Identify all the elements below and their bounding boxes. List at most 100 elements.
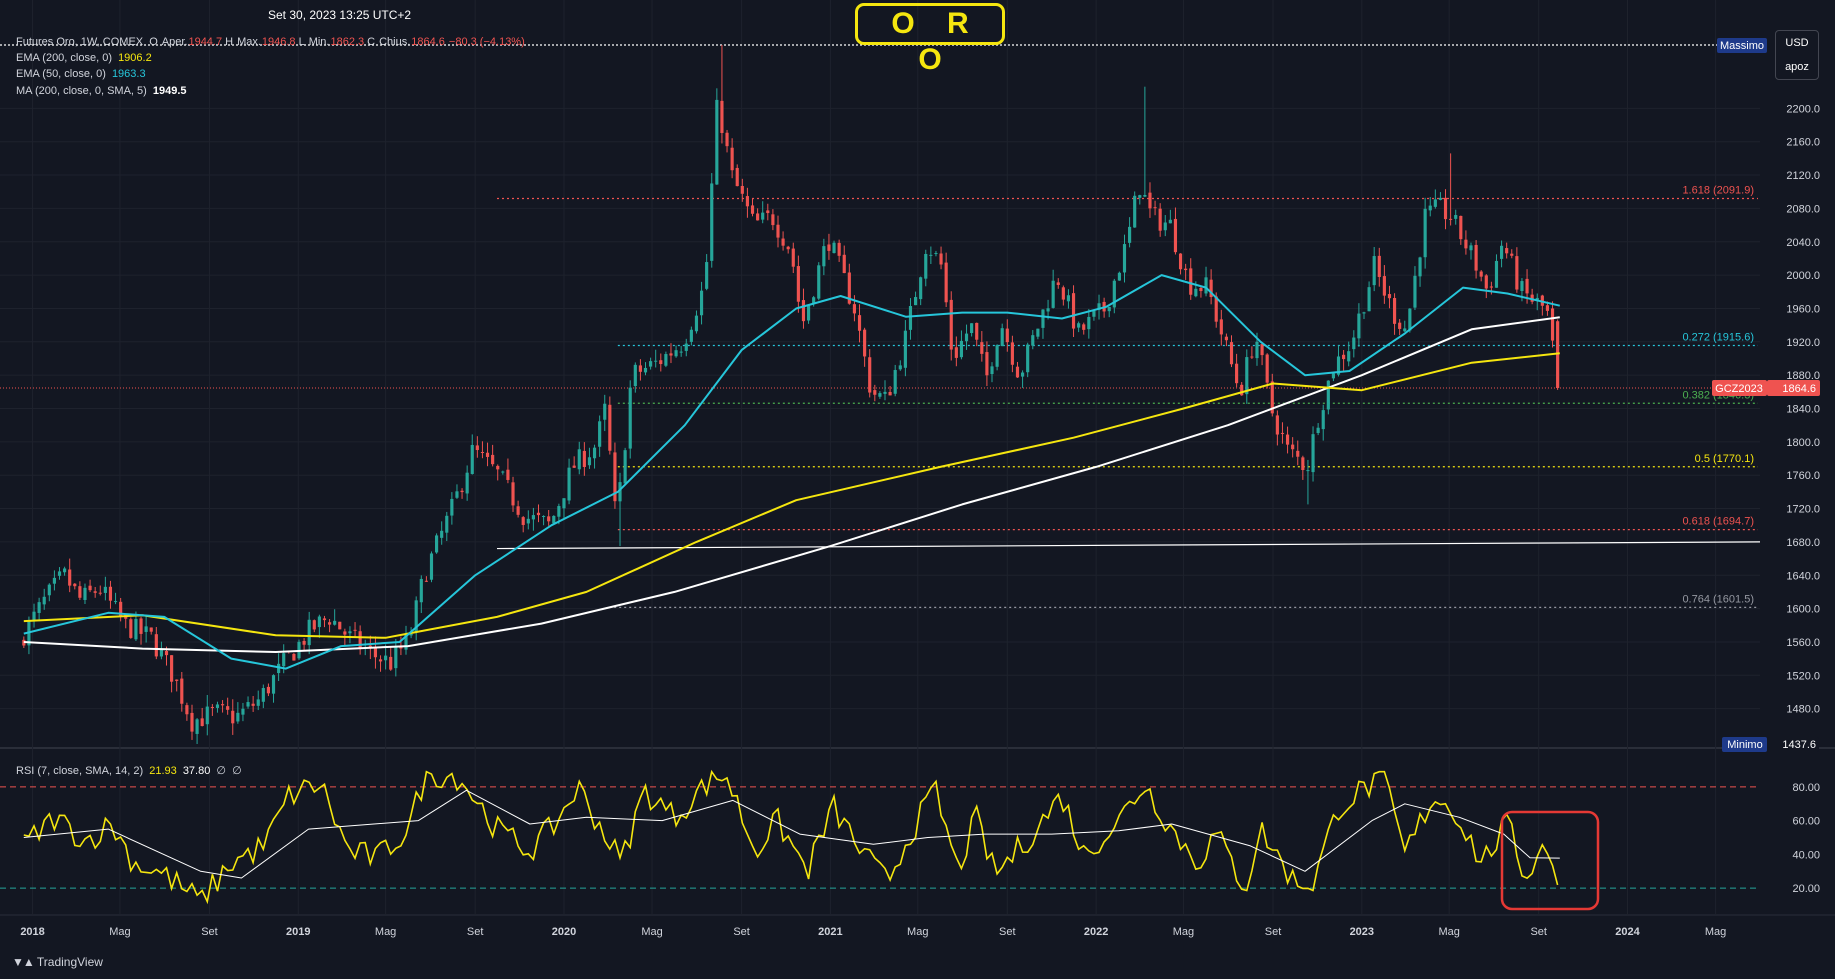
candle-body [1199,287,1203,292]
candle-body [934,253,938,255]
indicator-legend-ema200[interactable]: EMA (200, close, 0) 1906.2 [16,51,155,65]
candle-body [73,583,77,587]
title-badge: O R O [855,3,1005,76]
indicator-legend-ma200[interactable]: MA (200, close, 0, SMA, 5) 1949.5 [16,84,190,98]
candle-body [1265,354,1269,383]
candle-body [343,631,347,635]
candle-body [623,450,627,484]
time-tick-label: Set [1530,926,1547,938]
ema200-line [23,352,1560,639]
candle-body [577,449,581,470]
rsi-title: RSI (7, close, SMA, 14, 2) [16,765,144,777]
tradingview-logo-icon: ▼▲ [12,955,35,969]
candle-body [516,506,520,515]
candle-body [1387,294,1392,299]
time-tick-label: Mag [375,926,396,938]
candle-body [761,212,765,220]
min-tag-label: Minimo [1727,739,1762,751]
candle-body [756,213,760,221]
candle-body [57,571,62,576]
indicator-legend-ema50[interactable]: EMA (50, close, 0) 1963.3 [16,67,149,81]
candle-body [445,515,449,533]
candle-body [261,688,265,702]
candle-body [389,656,393,670]
candle-body [1077,323,1081,328]
candle-body [1479,271,1483,277]
candle-body [139,618,143,634]
candle-body [776,224,780,238]
symbol-tag-label: GCZ2023 [1715,383,1763,395]
symbol-legend[interactable]: Futures Oro, 1W, COMEX O Aper.1944.7 H Max.… [16,35,531,49]
rsi-extra-value: ∅ [232,765,242,777]
rsi-legend[interactable]: RSI (7, close, SMA, 14, 2) 21.93 37.80 ∅… [16,764,245,778]
candle-body [1250,356,1254,358]
candle-body [1229,342,1234,365]
tradingview-logo[interactable]: ▼▲ TradingView [12,955,103,969]
currency-sub-label: apoz [1785,61,1809,73]
candle-body [603,403,607,420]
rsi-extra-value: ∅ [216,765,226,777]
candle-body [409,633,413,636]
price-tick-label: 2160.0 [1786,137,1820,149]
annotations: Massimo Minimo 1437.6 GCZ2023 1864.6 [1500,38,1820,911]
brand-label: TradingView [36,955,103,969]
candle-body [990,366,994,375]
candle-body [1301,457,1305,471]
candle-body [1214,296,1218,322]
candle-body [1556,321,1560,388]
candle-body [266,686,271,694]
ohlc-label: H [225,36,234,48]
candle-body [745,196,749,207]
min-tag-bg [1722,737,1767,752]
candle-body [1031,335,1035,346]
candle-body [455,491,459,498]
time-tick-label: 2023 [1350,926,1374,938]
symbol-tag-bg [1712,379,1767,396]
candle-body [210,706,214,708]
candle-body [1173,218,1178,253]
candle-body [485,452,490,457]
currency-selector[interactable]: USD apoz [1775,30,1819,80]
price-tick-label: 1760.0 [1786,470,1820,482]
ohlc-value: 1864.6 [411,36,445,48]
candle-body [1275,415,1279,435]
candle-body [414,600,418,633]
candle-body [378,659,383,662]
candle-body [282,653,286,667]
candle-body [1194,288,1198,297]
candle-body [480,452,485,454]
time-tick-label: 2018 [20,926,44,938]
candle-body [190,712,194,732]
price-tick-label: 2080.0 [1786,203,1820,215]
time-tick-label: Mag [109,926,130,938]
candle-body [1204,277,1208,294]
candle-body [883,391,887,394]
candle-body [200,718,204,727]
candle-body [429,553,434,580]
rsi-value: 21.93 [149,765,177,777]
candle-body [587,457,592,466]
candle-body [903,330,907,368]
candle-body [277,663,281,674]
candle-body [552,515,556,524]
candle-body [913,297,918,306]
candle-body [638,365,642,372]
candle-body [730,147,734,171]
candle-body [98,592,102,594]
candle-body [215,704,220,708]
price-tick-label: 1720.0 [1786,504,1820,516]
candle-body [149,627,153,632]
rsi-panel[interactable] [0,769,1760,905]
candle-body [450,498,454,516]
candle-body [1352,337,1356,350]
candle-body [1000,328,1004,347]
candle-body [1311,434,1315,473]
price-tick-label: 1960.0 [1786,303,1820,315]
candle-body [1148,192,1152,209]
candle-body [740,185,744,194]
price-tick-label: 1480.0 [1786,704,1820,716]
price-candles[interactable] [22,45,1560,744]
candle-body [292,653,296,661]
candle-body [1342,354,1346,360]
